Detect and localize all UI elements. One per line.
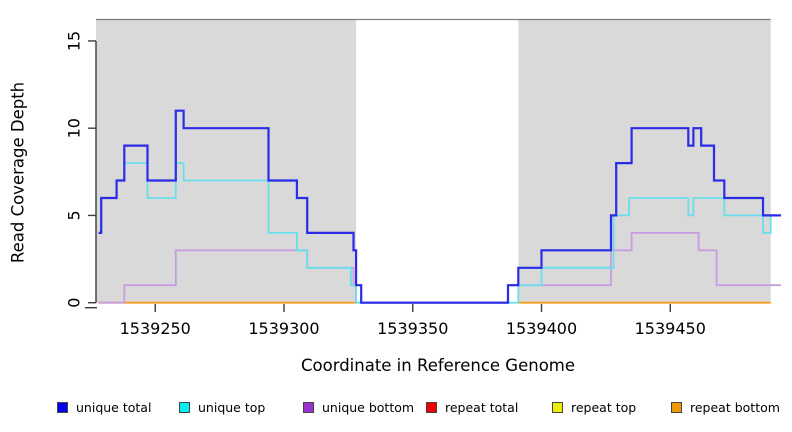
x-tick-label: 1539400: [506, 319, 577, 338]
y-tick-label: 5: [65, 210, 84, 220]
legend-label: unique total: [76, 399, 152, 415]
shaded-region: [96, 20, 357, 303]
legend-item-unique-top: unique top: [179, 398, 265, 416]
legend-label: unique bottom: [322, 399, 415, 415]
x-axis-title: Coordinate in Reference Genome: [300, 356, 576, 375]
shaded-regions: [96, 18, 771, 303]
legend-item-repeat-total: repeat total: [426, 398, 518, 416]
legend-label: repeat total: [445, 399, 519, 415]
shaded-region: [518, 20, 771, 303]
x-tick-label: 1539300: [248, 319, 319, 338]
axes: 0 5 10 15 1539250 1539300 1539350 1539400 153945…: [65, 31, 706, 338]
legend-swatch-icon: [426, 401, 437, 413]
legend-swatch-icon: [671, 401, 682, 413]
legend-item-unique-total: unique total: [57, 398, 151, 416]
y-axis-title: Read Coverage Depth: [8, 81, 28, 264]
y-tick-label: 10: [65, 118, 84, 138]
series-lines: [98, 109, 781, 304]
x-tick-label: 1539350: [377, 319, 448, 338]
legend-label: unique top: [198, 399, 266, 415]
y-tick-label: 0: [65, 298, 84, 308]
series-line-unique-top: [98, 162, 781, 304]
x-tick-label: 1539450: [635, 319, 706, 338]
legend-swatch-icon: [57, 401, 68, 413]
x-tick-label: 1539250: [120, 319, 191, 338]
y-tick-label: 15: [65, 31, 84, 51]
legend-swatch-icon: [179, 401, 190, 413]
legend-item-repeat-top: repeat top: [552, 398, 636, 416]
legend-swatch-icon: [552, 401, 563, 413]
legend-item-repeat-bottom: repeat bottom: [671, 398, 780, 416]
legend-label: repeat top: [571, 399, 637, 415]
legend-item-unique-bottom: unique bottom: [303, 398, 414, 416]
legend-swatch-icon: [303, 401, 314, 413]
series-line-unique-total: [98, 109, 781, 304]
legend-label: repeat bottom: [690, 399, 780, 415]
